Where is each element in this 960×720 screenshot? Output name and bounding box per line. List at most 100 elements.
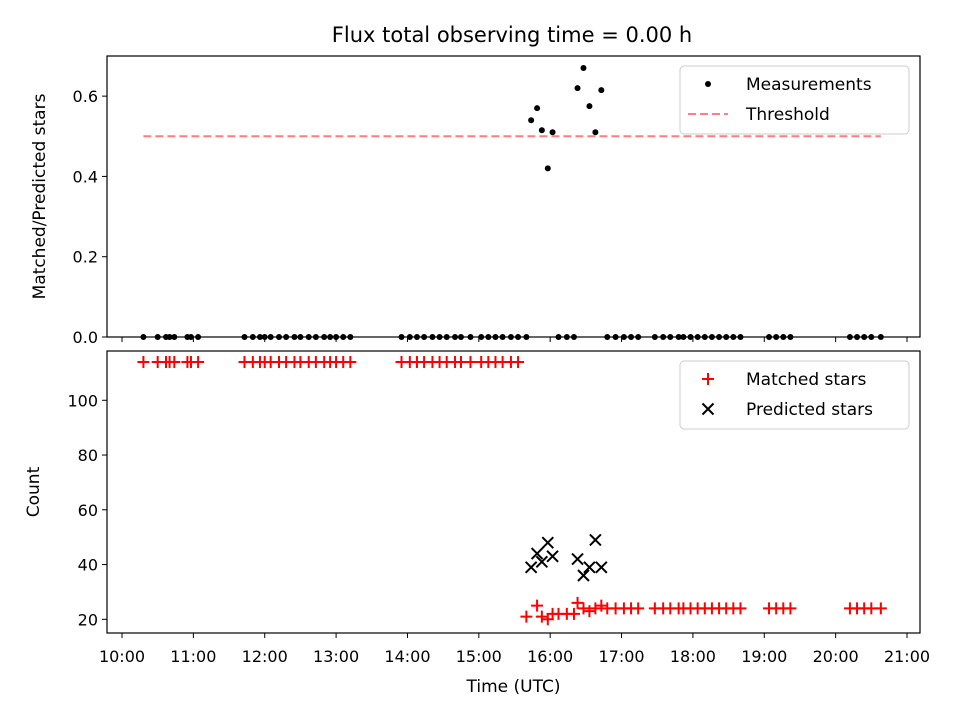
measurement-point xyxy=(312,334,319,340)
legend-box xyxy=(679,360,910,430)
matched-star-point xyxy=(464,355,477,368)
predicted-star-point xyxy=(524,561,538,574)
y-axis-label: Matched/Predicted stars xyxy=(30,93,50,299)
measurement-point xyxy=(787,334,794,340)
measurement-point xyxy=(166,334,173,340)
measurement-point xyxy=(628,334,635,340)
measurement-point xyxy=(321,334,328,340)
measurement-point xyxy=(283,334,290,340)
legend-marker-matched xyxy=(702,373,714,385)
axes-frame xyxy=(106,350,921,634)
x-tick-label: 19:00 xyxy=(741,647,787,666)
measurement-point xyxy=(291,334,298,340)
legend-marker-predicted xyxy=(701,402,715,416)
y-axis-label: Count xyxy=(24,466,44,517)
measurement-point xyxy=(515,334,522,340)
matched-star-point xyxy=(168,355,181,368)
matched-star-point xyxy=(595,599,608,612)
predicted-star-point xyxy=(546,550,559,563)
x-tick-label: 17:00 xyxy=(598,647,644,666)
measurement-point xyxy=(544,165,551,172)
measurement-point xyxy=(549,129,556,136)
legend-label: Predicted stars xyxy=(746,400,873,420)
measurement-point xyxy=(620,334,627,340)
measurement-point xyxy=(861,334,868,340)
measurement-point xyxy=(868,334,875,340)
x-tick-label: 20:00 xyxy=(813,647,859,666)
matched-star-point xyxy=(512,355,525,368)
measurement-point xyxy=(261,334,268,340)
measurement-point xyxy=(660,334,667,340)
measurement-point xyxy=(429,334,436,340)
y-tick-label: 0.6 xyxy=(73,87,98,106)
plot-star-count: 20 40 60 80 100 10:00 11:00 12:00 13:00 14:00 15:0… xyxy=(24,350,930,697)
measurement-point xyxy=(687,334,694,340)
y-tick-label: 0.4 xyxy=(73,167,98,186)
x-tick-label: 18:00 xyxy=(670,647,716,666)
measurement-point xyxy=(570,334,577,340)
measurement-point xyxy=(651,334,658,340)
matched-star-point xyxy=(571,596,584,609)
predicted-star-point xyxy=(571,552,584,566)
matched-star-point xyxy=(137,355,150,368)
measurement-point xyxy=(694,334,701,340)
x-tick-label: 21:00 xyxy=(884,647,930,666)
measurement-point xyxy=(675,334,682,340)
measurement-point xyxy=(534,105,541,112)
predicted-star-point xyxy=(577,569,590,582)
measurement-point xyxy=(854,334,861,340)
matched-star-point xyxy=(874,602,887,615)
measurement-point xyxy=(457,334,464,340)
y-tick-label: 100 xyxy=(67,391,98,410)
measurement-point xyxy=(580,65,587,72)
predicted-star-point xyxy=(535,555,549,569)
measurement-point xyxy=(443,334,450,340)
plot-matched-ratio: 0.0 0.2 0.4 0.6 Matched/Predicted stars Measu… xyxy=(30,55,921,347)
y-tick-label: 80 xyxy=(78,446,98,465)
measurement-point xyxy=(436,334,443,340)
measurement-point xyxy=(555,334,562,340)
measurement-point xyxy=(171,334,178,340)
measurement-point xyxy=(347,334,354,340)
measurement-point xyxy=(241,334,248,340)
predicted-star-point xyxy=(589,533,602,547)
measurement-point xyxy=(507,334,514,340)
measurement-point xyxy=(523,334,530,340)
measurement-point xyxy=(499,334,506,340)
matched-star-point xyxy=(632,602,645,615)
measurement-point xyxy=(586,103,593,110)
measurement-point xyxy=(492,334,499,340)
measurement-point xyxy=(680,334,687,340)
measurement-point xyxy=(485,334,492,340)
measurement-point xyxy=(276,334,282,340)
y-tick-label: 0.2 xyxy=(73,248,98,267)
measurement-point xyxy=(538,127,545,134)
measurement-point xyxy=(297,334,304,340)
measurement-point xyxy=(267,334,274,340)
matched-star-point xyxy=(583,605,596,618)
measurement-point xyxy=(327,334,334,340)
predicted-star-point xyxy=(541,536,555,549)
matched-star-point xyxy=(589,602,602,615)
x-tick-label: 15:00 xyxy=(456,647,502,666)
measurement-point xyxy=(592,129,599,136)
measurement-point xyxy=(766,334,773,340)
measurement-point xyxy=(256,334,263,340)
measurement-point xyxy=(154,334,161,340)
predicted-star-point xyxy=(583,561,596,574)
y-tick-label: 60 xyxy=(78,501,98,520)
legend-marker-measurements xyxy=(705,81,711,87)
measurement-point xyxy=(478,334,485,340)
predicted-star-point xyxy=(595,561,608,574)
measurement-point xyxy=(667,334,674,340)
measurement-point xyxy=(737,334,744,340)
matched-star-point xyxy=(192,355,205,368)
matched-star-point xyxy=(784,602,797,615)
legend-label: Threshold xyxy=(745,105,830,125)
x-axis-label: Time (UTC) xyxy=(466,677,561,697)
measurement-point xyxy=(716,334,723,340)
measurement-point xyxy=(398,334,405,340)
measurement-point xyxy=(528,117,535,124)
matched-star-point xyxy=(535,610,548,623)
